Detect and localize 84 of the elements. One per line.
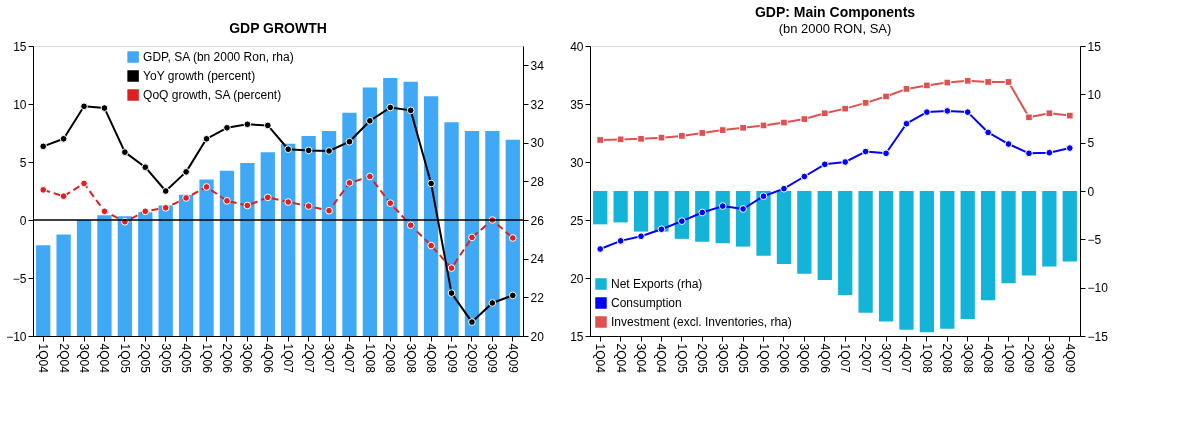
y-tick-label: 10 [13, 97, 27, 112]
y-tick-label: 35 [570, 97, 584, 112]
legend-label: Consumption [611, 296, 682, 310]
x-tick-label: 4Q08 [424, 343, 439, 374]
x-tick-label: 1Q04 [36, 343, 51, 374]
x-tick-label: 4Q06 [817, 343, 832, 374]
x-tick-label: 3Q08 [403, 343, 418, 374]
y2-tick-label: 0 [1087, 184, 1095, 199]
x-tick-label: 1Q06 [199, 343, 214, 374]
y-tick-label: 25 [570, 213, 584, 228]
y2-tick-label: −15 [1087, 329, 1109, 344]
x-tick-label: 2Q08 [383, 343, 398, 374]
x-tick-label: 3Q09 [485, 343, 500, 374]
x-tick-label: 1Q07 [838, 343, 853, 374]
x-tick-label: 4Q07 [342, 343, 357, 374]
x-tick-label: 3Q09 [1042, 343, 1057, 374]
y2-tick-label: 34 [530, 58, 545, 73]
y2-tick-label: 30 [530, 136, 545, 151]
x-tick-label: 1Q04 [593, 343, 608, 374]
x-tick-label: 1Q09 [444, 343, 459, 374]
x-tick-label: 3Q06 [797, 343, 812, 374]
x-tick-label: 4Q05 [179, 343, 194, 374]
x-tick-label: 3Q08 [960, 343, 975, 374]
legend-label: GDP, SA (bn 2000 Ron, rha) [143, 50, 294, 64]
x-tick-label: 2Q09 [1021, 343, 1036, 374]
x-tick-label: 1Q09 [1001, 343, 1016, 374]
x-tick-label: 2Q09 [464, 343, 479, 374]
y2-tick-label: 10 [1087, 87, 1102, 102]
x-tick-label: 4Q09 [1062, 343, 1077, 374]
y2-tick-label: 22 [530, 290, 545, 305]
x-tick-label: 4Q08 [981, 343, 996, 374]
legend-label: YoY growth (percent) [143, 69, 256, 83]
y-tick-label: −10 [6, 329, 27, 344]
x-tick-label: 2Q05 [138, 343, 153, 374]
x-tick-label: 2Q04 [613, 343, 628, 374]
y2-tick-label: 28 [530, 174, 545, 189]
chart-title: GDP: Main Components [754, 4, 916, 20]
x-tick-label: 4Q05 [736, 343, 751, 374]
x-tick-label: 2Q08 [940, 343, 955, 374]
x-tick-label: 1Q05 [117, 343, 132, 374]
y-tick-label: 15 [13, 39, 27, 54]
y-tick-label: 5 [19, 155, 27, 170]
y2-tick-label: 15 [1087, 39, 1102, 54]
y2-tick-label: −10 [1087, 281, 1109, 296]
y-tick-label: 20 [570, 271, 584, 286]
x-tick-label: 2Q07 [301, 343, 316, 374]
x-tick-label: 2Q06 [776, 343, 791, 374]
legend-label: Net Exports (rha) [611, 277, 703, 291]
y2-tick-label: 24 [530, 252, 545, 267]
x-tick-label: 4Q04 [654, 343, 669, 374]
x-tick-label: 3Q07 [879, 343, 894, 374]
x-tick-label: 2Q05 [695, 343, 710, 374]
x-tick-label: 3Q05 [715, 343, 730, 374]
y2-tick-label: 5 [1087, 136, 1095, 151]
x-tick-label: 2Q04 [56, 343, 71, 374]
x-tick-label: 4Q07 [899, 343, 914, 374]
x-tick-label: 1Q07 [281, 343, 296, 374]
y-tick-label: 30 [570, 155, 584, 170]
x-tick-label: 1Q08 [362, 343, 377, 374]
legend-label: QoQ growth, SA (percent) [143, 88, 282, 102]
y-tick-label: 15 [570, 329, 584, 344]
x-tick-label: 3Q06 [240, 343, 255, 374]
x-tick-label: 4Q06 [260, 343, 275, 374]
x-tick-label: 4Q09 [505, 343, 520, 374]
y2-tick-label: 32 [530, 97, 545, 112]
x-tick-label: 3Q05 [158, 343, 173, 374]
y2-tick-label: 20 [530, 329, 545, 344]
x-tick-label: 2Q06 [219, 343, 234, 374]
x-tick-label: 4Q04 [97, 343, 112, 374]
y2-tick-label: 26 [530, 213, 545, 228]
chart-subtitle: (bn 2000 RON, SA) [778, 21, 892, 36]
x-tick-label: 2Q07 [858, 343, 873, 374]
legend-label: Investment (excl. Inventories, rha) [611, 315, 792, 329]
y-tick-label: −5 [12, 271, 27, 286]
x-tick-label: 1Q05 [674, 343, 689, 374]
x-tick-label: 3Q04 [634, 343, 649, 374]
y-tick-label: 0 [19, 213, 27, 228]
x-tick-label: 3Q04 [77, 343, 92, 374]
y-tick-label: 40 [570, 39, 584, 54]
y2-tick-label: −5 [1087, 232, 1102, 247]
x-tick-label: 1Q06 [756, 343, 771, 374]
chart-title: GDP GROWTH [229, 20, 327, 36]
x-tick-label: 1Q08 [919, 343, 934, 374]
x-tick-label: 3Q07 [322, 343, 337, 374]
